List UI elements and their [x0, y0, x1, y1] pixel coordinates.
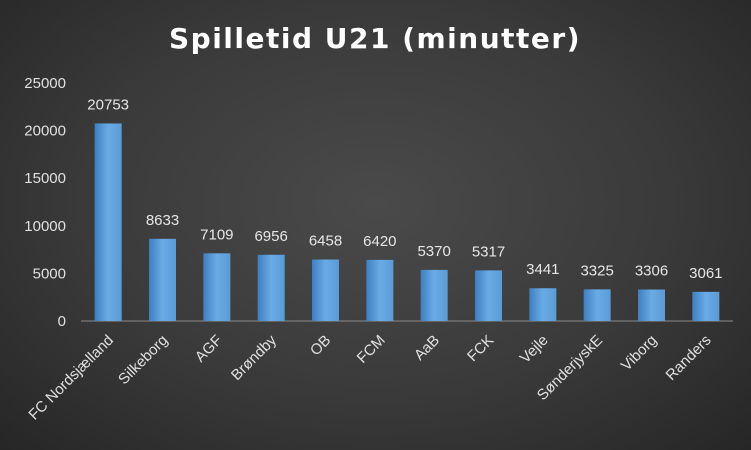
data-label: 5370: [417, 243, 450, 260]
y-tick-label: 10000: [24, 218, 66, 235]
y-axis-ticks: 0 5000 10000 15000 20000 25000: [24, 75, 66, 330]
y-tick-label: 0: [58, 313, 66, 330]
data-label: 3306: [635, 263, 668, 280]
bar: [94, 123, 122, 321]
bar: [203, 253, 231, 321]
data-label: 3325: [580, 262, 613, 279]
x-tick-label: Viborg: [618, 332, 660, 374]
data-label: 8633: [146, 212, 179, 229]
bar: [149, 238, 176, 321]
x-tick-label: OB: [307, 332, 334, 359]
bar: [366, 259, 394, 321]
y-tick-label: 20000: [24, 123, 66, 140]
bar: [257, 254, 285, 321]
bar: [312, 259, 339, 321]
y-tick-label: 25000: [24, 75, 66, 92]
bar: [475, 270, 502, 321]
x-tick-label: FCK: [464, 332, 497, 365]
bar: [529, 288, 557, 321]
x-tick-label: FC Nordsjælland: [25, 332, 117, 424]
data-label: 6420: [363, 233, 396, 250]
data-label: 3441: [526, 261, 559, 278]
x-tick-label: Randers: [663, 332, 715, 384]
data-label: 6458: [309, 233, 342, 250]
bar: [638, 289, 665, 321]
x-tick-label: Brøndby: [228, 331, 280, 383]
bars: [94, 123, 720, 321]
bar: [692, 291, 720, 321]
data-label: 7109: [200, 226, 233, 243]
data-label: 6956: [254, 228, 287, 245]
bar: [583, 289, 611, 321]
y-tick-label: 5000: [33, 265, 66, 282]
x-tick-label: AaB: [411, 332, 443, 364]
data-label: 5317: [472, 243, 505, 260]
x-tick-label: AGF: [192, 332, 226, 366]
bar: [420, 269, 448, 321]
data-label: 3061: [689, 265, 722, 282]
x-tick-label: FCM: [354, 332, 389, 367]
data-label: 20753: [87, 96, 129, 113]
data-labels: 20753 8633 7109 6956 6458 6420 5370 5317 3441 332…: [87, 96, 722, 281]
y-tick-label: 15000: [24, 170, 66, 187]
x-tick-label: Silkeborg: [115, 332, 171, 388]
x-tick-label: Vejle: [517, 332, 552, 367]
chart-title: Spilletid U21 (minutter): [169, 22, 581, 55]
